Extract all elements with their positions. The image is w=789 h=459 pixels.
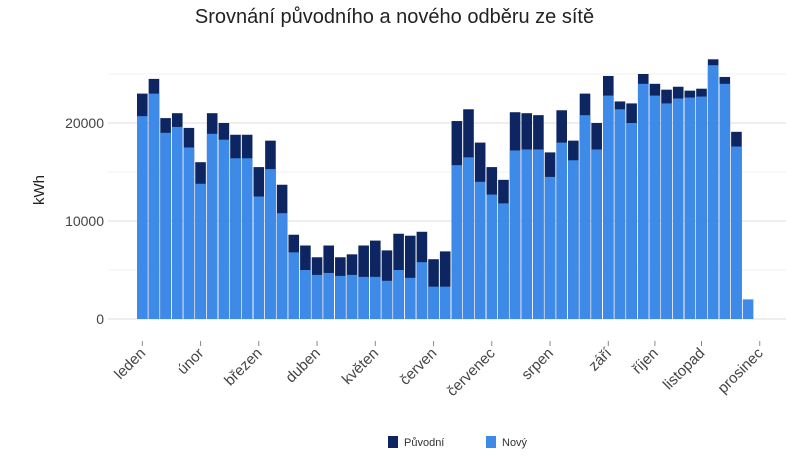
bar-novy (358, 276, 369, 319)
bar-novy (603, 95, 614, 319)
bar-puvodni (439, 251, 451, 319)
y-axis-title: kWh (31, 175, 48, 205)
bar-novy (533, 149, 544, 319)
bar-novy (568, 160, 579, 319)
bar-novy (206, 133, 218, 319)
x-tick-label: říjen (629, 345, 662, 378)
x-tick-label: prosinec (714, 344, 766, 396)
chart-title: Srovnání původního a nového odběru ze sí… (194, 6, 595, 28)
bar-novy (148, 93, 160, 319)
bar-puvodni (404, 235, 416, 319)
bar-novy (381, 280, 393, 319)
bar-novy (137, 116, 148, 319)
bar-novy (719, 83, 731, 319)
bar-novy (288, 252, 300, 319)
x-tick-label: červen (397, 345, 441, 389)
bar-novy (195, 183, 206, 319)
x-tick-label: červenec (444, 344, 499, 399)
bar-novy (428, 286, 439, 319)
bar-novy (486, 194, 498, 319)
legend-label-puvodni: Původní (404, 437, 444, 449)
y-tick-label: 20000 (65, 115, 104, 131)
bar-novy (521, 149, 533, 319)
bar-novy (591, 149, 602, 319)
bar-novy (556, 142, 567, 319)
x-tick-label: únor (174, 345, 207, 378)
bar-novy (335, 275, 346, 319)
bar-novy (672, 98, 684, 319)
bar-novy (544, 176, 556, 319)
bar-novy (451, 165, 463, 319)
bar-novy (439, 286, 451, 319)
x-tick-label: září (585, 344, 615, 374)
bar-novy (218, 139, 230, 319)
bar-novy (230, 158, 241, 319)
x-tick-label: srpen (518, 345, 557, 384)
bar-novy (637, 83, 649, 319)
bar-novy (463, 157, 474, 319)
bar-novy (265, 169, 276, 319)
x-tick-label: duben (282, 345, 324, 387)
x-tick-label: březen (221, 345, 265, 389)
legend-swatch-puvodni (388, 436, 398, 448)
bar-novy (370, 276, 381, 319)
bar-novy (707, 65, 719, 320)
legend-label-novy: Nový (502, 437, 528, 449)
bar-novy (416, 262, 428, 319)
x-tick-label: leden (111, 345, 149, 383)
x-tick-label: květen (339, 345, 382, 388)
bar-novy (579, 115, 591, 319)
bar-novy (241, 158, 253, 319)
bar-novy (160, 132, 171, 319)
bar-novy (696, 96, 707, 319)
bar-novy (498, 203, 509, 319)
y-tick-label: 10000 (65, 213, 104, 229)
x-tick-label: listopad (660, 345, 709, 394)
bar-novy (183, 147, 195, 319)
bar-novy (626, 123, 637, 319)
bar-novy (661, 103, 672, 320)
bar-novy (614, 109, 626, 319)
bar-novy (253, 196, 265, 319)
bar-novy (323, 272, 334, 319)
y-tick-label: 0 (96, 311, 104, 327)
bar-novy (171, 126, 183, 319)
bar-novy (311, 274, 323, 319)
bar-novy (474, 181, 486, 319)
bar-novy (346, 274, 358, 319)
bar-novy (393, 270, 404, 319)
bar-novy (509, 150, 521, 319)
legend-swatch-novy (486, 436, 496, 448)
bar-novy (404, 277, 416, 319)
bar-novy (300, 270, 311, 319)
bar-novy (276, 213, 288, 319)
bar-novy (731, 146, 742, 319)
bar-novy (684, 97, 696, 320)
bar-novy (649, 95, 661, 319)
bar-novy (742, 299, 754, 319)
